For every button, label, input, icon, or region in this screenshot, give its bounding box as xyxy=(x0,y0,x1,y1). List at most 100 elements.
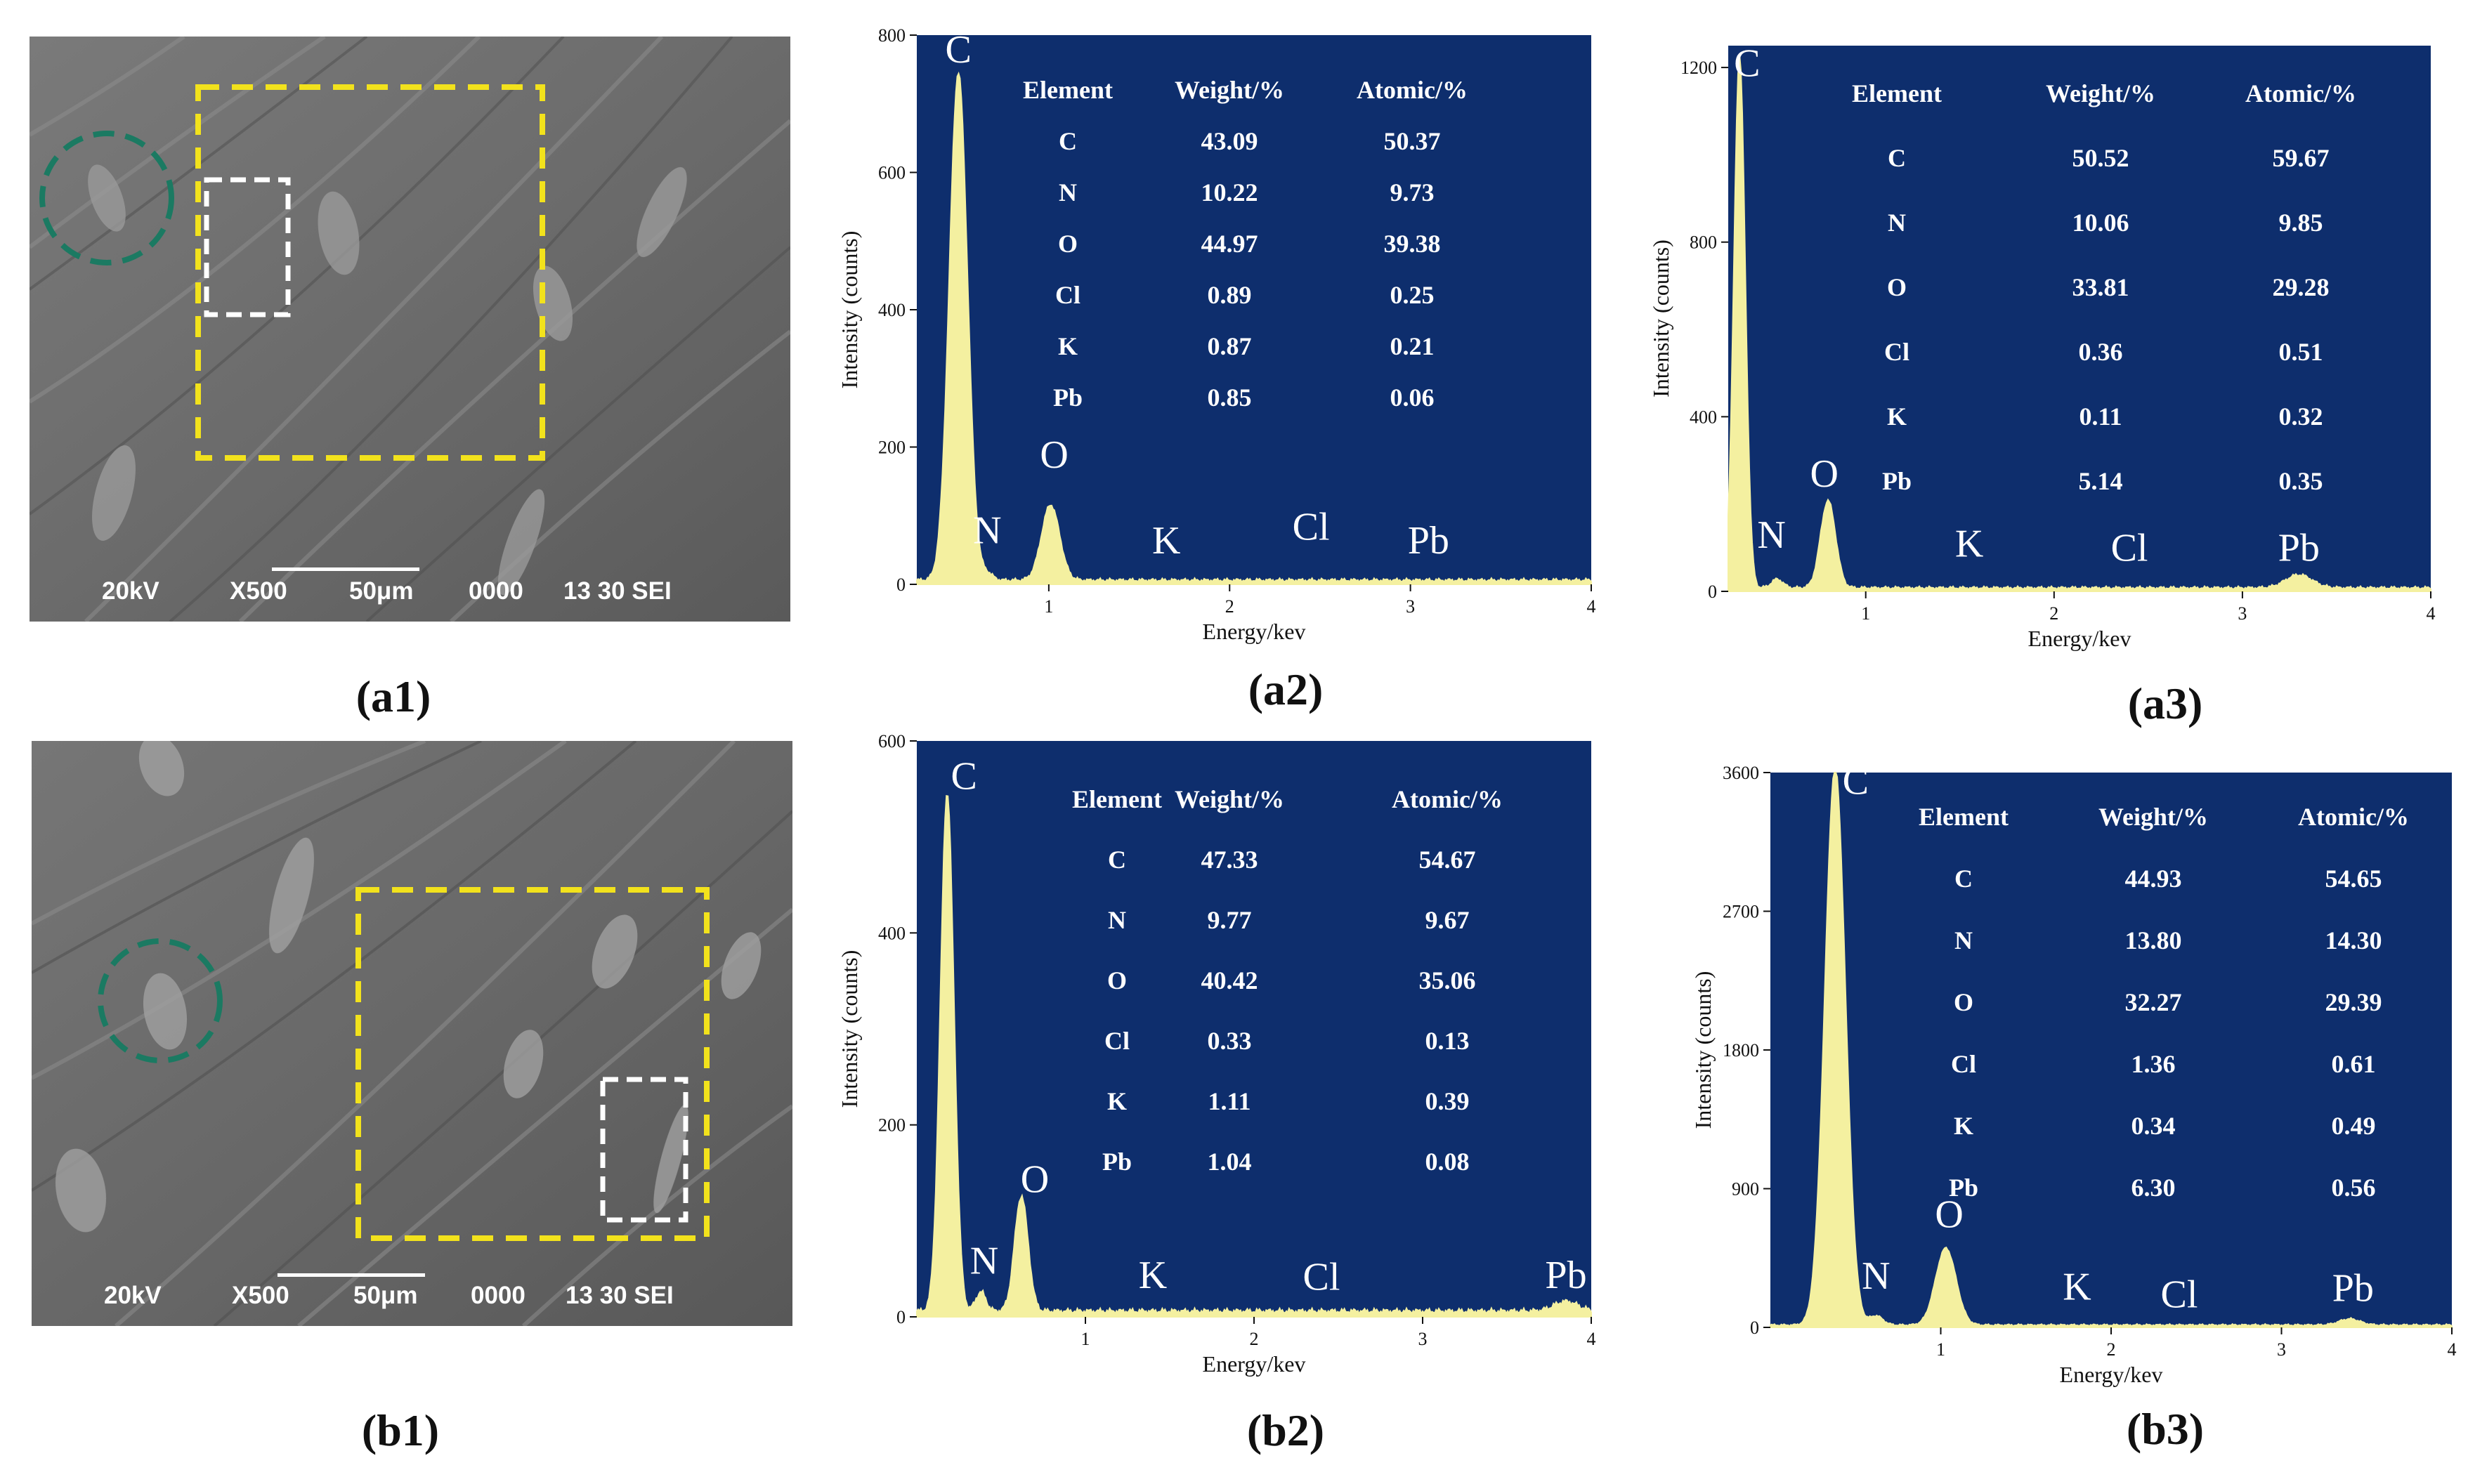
sem-magnification: X500 xyxy=(230,577,287,605)
y-tick-label: 400 xyxy=(1690,407,1717,427)
table-header: Atomic/% xyxy=(1357,76,1468,104)
table-element: Pb xyxy=(1102,1148,1132,1176)
table-element: C xyxy=(1108,846,1126,874)
table-value: 29.39 xyxy=(2325,988,2382,1016)
spectrum-trace xyxy=(916,71,1592,585)
eds-chart-a2: C N O K Cl Pb 1 2 3 4 0 200 400 600 800 Energy/kev Inten… xyxy=(815,21,1609,667)
x-tick-label: 3 xyxy=(1406,596,1415,617)
peak-label-c: C xyxy=(946,28,972,72)
peak-label-o: O xyxy=(1021,1157,1049,1201)
table-value: 9.77 xyxy=(1208,906,1252,934)
table-value: 1.36 xyxy=(2131,1050,2176,1078)
y-tick-label: 800 xyxy=(1690,232,1717,253)
table-value: 9.67 xyxy=(1425,906,1470,934)
y-tick-label: 0 xyxy=(1750,1318,1759,1338)
table-header: Element xyxy=(1072,785,1162,813)
table-value: 0.34 xyxy=(2131,1112,2176,1140)
table-element: K xyxy=(1954,1112,1973,1140)
y-tick-label: 3600 xyxy=(1723,763,1759,783)
peak-label-o: O xyxy=(1810,452,1839,496)
table-value: 0.85 xyxy=(1208,383,1252,412)
detail-region-box xyxy=(204,177,291,317)
x-tick-label: 4 xyxy=(1587,1329,1596,1349)
table-element: O xyxy=(1107,966,1127,994)
y-tick-label: 600 xyxy=(878,163,906,183)
y-tick-label: 400 xyxy=(878,923,906,943)
table-value: 0.51 xyxy=(2279,338,2323,366)
table-header: Atomic/% xyxy=(2245,79,2356,107)
x-tick-label: 4 xyxy=(1587,596,1596,617)
panel-label-b2: (b2) xyxy=(1246,1405,1325,1455)
table-element: C xyxy=(1059,127,1077,155)
peak-label-cl: Cl xyxy=(2161,1273,2198,1316)
table-element: O xyxy=(1058,230,1078,258)
y-tick-label: 600 xyxy=(878,731,906,751)
table-value: 9.85 xyxy=(2279,209,2323,237)
table-value: 0.56 xyxy=(2332,1174,2376,1202)
table-value: 54.67 xyxy=(1419,846,1476,874)
sem-code: 0000 xyxy=(469,577,523,605)
table-element: N xyxy=(1954,926,1973,954)
table-value: 44.93 xyxy=(2125,865,2182,893)
analysis-region-box xyxy=(355,887,710,1241)
y-tick-label: 1200 xyxy=(1680,58,1717,78)
peak-label-c: C xyxy=(951,754,977,798)
table-value: 14.30 xyxy=(2325,926,2382,954)
table-element: O xyxy=(1887,273,1907,301)
peak-label-c: C xyxy=(1843,760,1869,803)
peak-label-n: N xyxy=(970,1240,998,1283)
y-tick-label: 400 xyxy=(878,300,906,320)
peak-label-k: K xyxy=(1955,522,1983,565)
analysis-region-box xyxy=(195,84,545,461)
table-value: 0.21 xyxy=(1390,332,1435,360)
y-tick-label: 0 xyxy=(1708,582,1717,602)
table-element: Cl xyxy=(1055,281,1080,309)
table-header: Element xyxy=(1023,76,1113,104)
panel-label-a1: (a1) xyxy=(355,671,431,721)
eds-chart-b3: C N O K Cl Pb 1 2 3 4 0 900 1800 2700 3600 Energy/kev In… xyxy=(1658,759,2466,1405)
table-value: 0.13 xyxy=(1425,1027,1470,1055)
x-tick-label: 2 xyxy=(1225,596,1234,617)
y-axis-label: Intensity (counts) xyxy=(1648,239,1673,398)
sem-micrograph-b1 xyxy=(32,741,792,1326)
panel-label-a3: (a3) xyxy=(2127,678,2203,728)
sem-scale-text: 50μm xyxy=(349,577,414,605)
table-value: 32.27 xyxy=(2125,988,2182,1016)
table-element: K xyxy=(1058,332,1078,360)
table-header: Weight/% xyxy=(1175,76,1284,104)
table-element: Pb xyxy=(1053,383,1083,412)
peak-label-o: O xyxy=(1040,433,1068,477)
table-header: Weight/% xyxy=(2046,79,2155,107)
table-value: 44.97 xyxy=(1201,230,1258,258)
table-element: Pb xyxy=(1949,1174,1978,1202)
table-header: Weight/% xyxy=(2098,803,2208,831)
x-tick-label: 2 xyxy=(2049,603,2058,624)
x-axis-label: Energy/kev xyxy=(2060,1362,2163,1387)
y-axis-label: Intensity (counts) xyxy=(1690,971,1716,1129)
sem-image-a1: 20kV X500 50μm 0000 13 30 SEI xyxy=(30,37,790,622)
sem-extra: 13 30 SEI xyxy=(563,577,672,605)
table-element: Cl xyxy=(1951,1050,1976,1078)
peak-label-n: N xyxy=(1862,1254,1890,1298)
sem-code: 0000 xyxy=(471,1282,525,1309)
table-value: 59.67 xyxy=(2273,144,2330,172)
sem-magnification: X500 xyxy=(232,1282,289,1309)
peak-label-k: K xyxy=(1139,1254,1167,1297)
table-value: 5.14 xyxy=(2079,467,2123,495)
y-tick-label: 2700 xyxy=(1723,902,1759,922)
sem-image-b1: 20kV X500 50μm 0000 13 30 SEI xyxy=(32,741,792,1326)
eds-chart-b2: C N O K Cl Pb 1 2 3 4 0 200 400 600 Energy/kev Intensit… xyxy=(815,730,1609,1398)
table-element: N xyxy=(1059,178,1077,206)
table-value: 0.49 xyxy=(2332,1112,2376,1140)
table-element: C xyxy=(1954,865,1973,893)
peak-label-c: C xyxy=(1734,42,1760,86)
table-value: 0.32 xyxy=(2279,402,2323,431)
x-tick-label: 3 xyxy=(2238,603,2247,624)
table-element: C xyxy=(1888,144,1906,172)
x-axis-label: Energy/kev xyxy=(1203,619,1306,644)
plot-area xyxy=(917,741,1591,1317)
peak-label-cl: Cl xyxy=(2111,526,2148,570)
table-header: Element xyxy=(1852,79,1942,107)
table-value: 39.38 xyxy=(1384,230,1441,258)
